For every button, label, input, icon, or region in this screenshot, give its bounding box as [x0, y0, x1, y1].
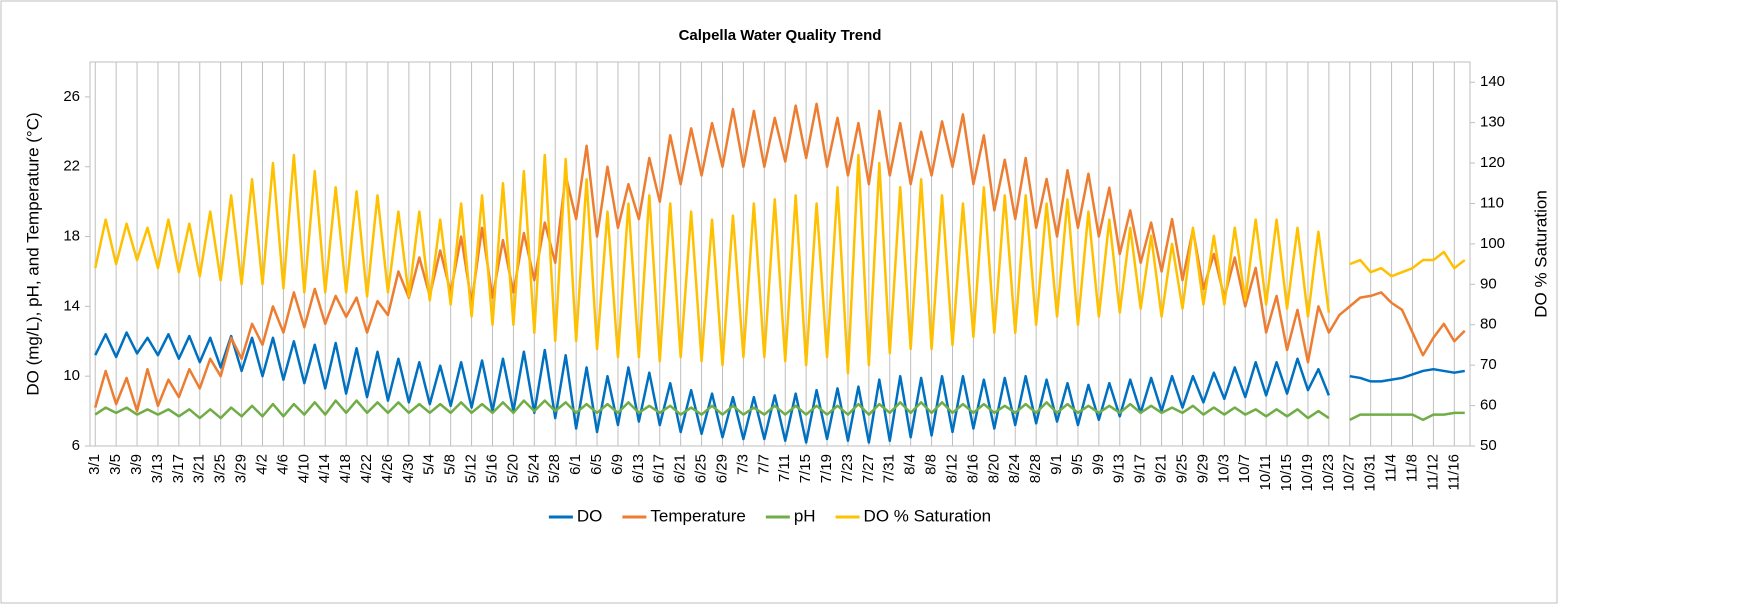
x-tick-label: 3/1 [86, 454, 103, 475]
y2-axis-label: DO % Saturation [1531, 190, 1550, 318]
x-tick-label: 9/21 [1153, 454, 1170, 483]
x-tick-label: 10/19 [1299, 454, 1316, 492]
x-tick-label: 4/22 [358, 454, 375, 483]
x-tick-label: 6/17 [651, 454, 668, 483]
x-tick-label: 11/4 [1383, 454, 1400, 482]
x-tick-label: 6/9 [609, 454, 626, 475]
x-tick-label: 5/16 [483, 454, 500, 483]
x-tick-label: 8/8 [923, 454, 940, 475]
x-tick-label: 10/11 [1257, 454, 1274, 490]
y2-tick-label: 140 [1480, 73, 1505, 90]
x-tick-label: 3/25 [212, 454, 229, 483]
x-tick-label: 5/4 [421, 454, 438, 475]
x-tick-label: 5/24 [525, 454, 542, 483]
series-line [94, 153, 1331, 375]
x-tick-label: 11/12 [1424, 454, 1441, 490]
y-axis-label: DO (mg/L), pH, and Temperature (°C) [23, 112, 42, 395]
y-tick-label: 10 [63, 367, 80, 384]
x-tick-label: 4/30 [400, 454, 417, 483]
x-tick-label: 5/12 [463, 454, 480, 483]
x-tick-label: 3/29 [233, 454, 250, 483]
x-tick-label: 3/5 [107, 454, 124, 475]
x-tick-label: 7/27 [860, 454, 877, 483]
y2-tick-label: 70 [1480, 356, 1497, 373]
x-tick-label: 9/29 [1194, 454, 1211, 483]
x-tick-label: 6/21 [672, 454, 689, 483]
x-tick-label: 9/1 [1048, 454, 1065, 475]
x-tick-label: 5/28 [546, 454, 563, 483]
y-tick-label: 18 [63, 228, 80, 245]
y2-tick-label: 50 [1480, 437, 1497, 454]
y2-tick-label: 110 [1480, 194, 1504, 211]
x-tick-label: 4/26 [379, 454, 396, 483]
x-tick-label: 5/20 [504, 454, 521, 483]
y2-tick-label: 60 [1480, 397, 1497, 414]
legend-label: Temperature [650, 506, 745, 525]
x-tick-label: 9/13 [1111, 454, 1128, 483]
x-tick-label: 3/9 [128, 454, 145, 475]
x-tick-label: 6/25 [693, 454, 710, 483]
series-line [94, 102, 1466, 413]
legend-label: DO % Saturation [864, 506, 992, 525]
y-tick-label: 14 [63, 297, 80, 314]
y-tick-label: 22 [63, 158, 80, 175]
chart-title: Calpella Water Quality Trend [679, 27, 882, 44]
x-tick-label: 6/29 [713, 454, 730, 483]
x-tick-label: 10/23 [1320, 454, 1337, 492]
series-line [1349, 367, 1465, 383]
x-tick-label: 9/25 [1173, 454, 1190, 483]
x-tick-label: 6/5 [588, 454, 605, 475]
x-tick-label: 7/11 [776, 454, 793, 482]
y2-tick-label: 80 [1480, 316, 1497, 333]
series-line [1349, 250, 1466, 278]
chart-frame [0, 0, 1558, 604]
x-tick-label: 9/5 [1069, 454, 1086, 475]
x-tick-label: 10/15 [1278, 454, 1295, 492]
x-tick-label: 3/13 [149, 454, 166, 483]
y2-tick-label: 120 [1480, 154, 1505, 171]
x-tick-label: 9/17 [1132, 454, 1149, 483]
x-tick-label: 7/23 [839, 454, 856, 483]
x-tick-label: 4/6 [274, 454, 291, 475]
legend-label: DO [577, 506, 603, 525]
x-tick-label: 8/12 [943, 454, 960, 483]
x-tick-label: 4/14 [316, 454, 333, 483]
x-tick-label: 7/19 [818, 454, 835, 483]
series-line [94, 331, 1331, 444]
x-tick-label: 10/31 [1362, 454, 1379, 492]
x-tick-label: 8/28 [1027, 454, 1044, 483]
y-tick-label: 6 [72, 437, 80, 454]
x-tick-label: 4/18 [337, 454, 354, 483]
x-tick-label: 8/16 [964, 454, 981, 483]
series-line [94, 399, 1330, 420]
x-tick-label: 4/2 [253, 454, 270, 475]
x-tick-label: 7/31 [881, 454, 898, 483]
x-tick-label: 4/10 [295, 454, 312, 483]
x-tick-label: 6/13 [630, 454, 647, 483]
x-tick-label: 5/8 [442, 454, 459, 475]
x-tick-label: 9/9 [1090, 454, 1107, 475]
plot-area [89, 61, 1471, 447]
y2-tick-label: 130 [1480, 114, 1505, 131]
x-tick-label: 8/4 [902, 454, 919, 475]
x-tick-label: 7/3 [734, 454, 751, 475]
y2-tick-label: 100 [1480, 235, 1505, 252]
x-tick-label: 3/17 [170, 454, 187, 483]
y2-tick-label: 90 [1480, 275, 1497, 292]
x-tick-label: 7/7 [755, 454, 772, 475]
x-tick-label: 8/20 [985, 454, 1002, 483]
legend-label: pH [794, 506, 816, 525]
x-tick-label: 10/27 [1341, 454, 1358, 492]
x-tick-label: 8/24 [1006, 454, 1023, 483]
series-line [1349, 411, 1465, 422]
x-tick-label: 6/1 [567, 454, 584, 475]
x-tick-label: 11/8 [1403, 454, 1420, 482]
x-tick-label: 7/15 [797, 454, 814, 483]
x-tick-label: 3/21 [191, 454, 208, 483]
x-tick-label: 10/3 [1215, 454, 1232, 483]
x-tick-label: 11/16 [1445, 454, 1462, 490]
y-tick-label: 26 [63, 88, 80, 105]
x-tick-label: 10/7 [1236, 454, 1253, 483]
